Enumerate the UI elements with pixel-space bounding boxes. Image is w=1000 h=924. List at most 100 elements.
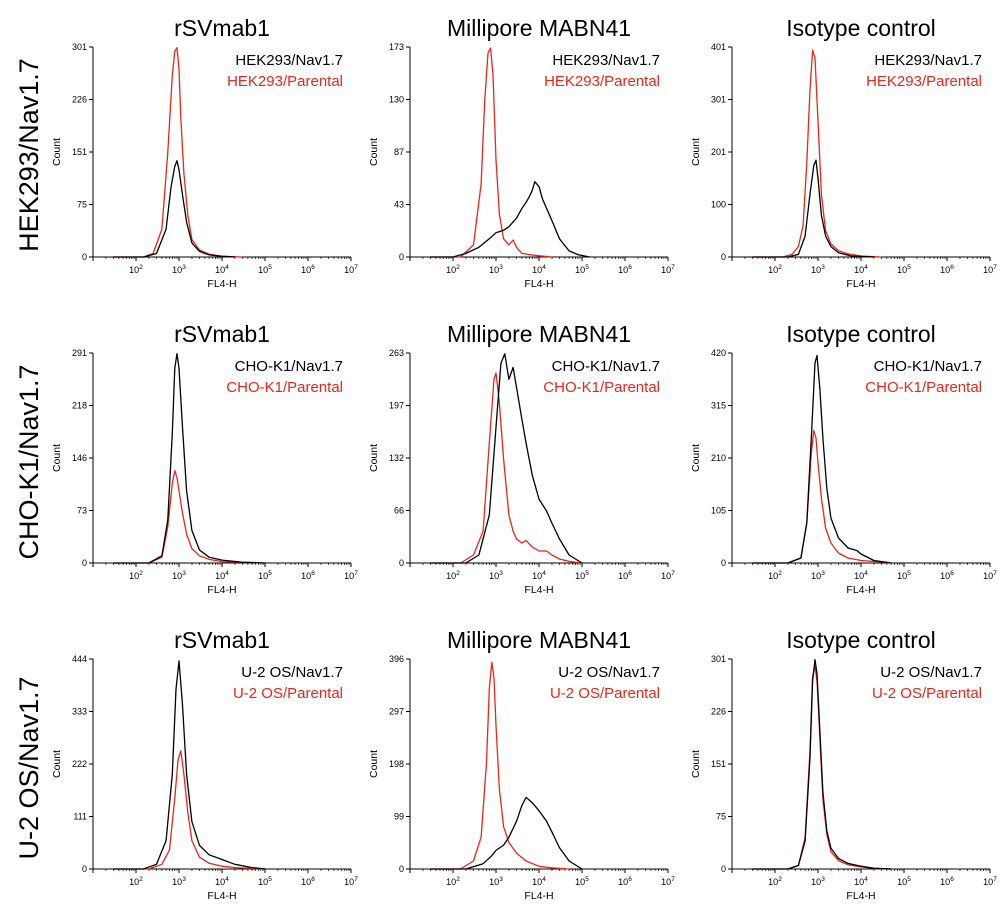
x-tick-label: 106 — [301, 876, 315, 887]
series-line-sample — [113, 660, 266, 870]
x-tick-label: 105 — [897, 570, 911, 581]
x-tick-label: 107 — [983, 264, 997, 275]
panel-title: rSVmab1 — [174, 321, 270, 347]
x-tick-label: 102 — [129, 264, 143, 275]
y-tick-label: 197 — [389, 401, 404, 411]
y-tick-label: 0 — [399, 864, 404, 874]
x-tick-label: 107 — [344, 570, 358, 581]
panel-title: Isotype control — [786, 627, 936, 653]
x-axis-label: FL4-H — [524, 584, 553, 596]
x-axis-label: FL4-H — [207, 278, 236, 290]
x-axis-label: FL4-H — [846, 584, 875, 596]
x-tick-label: 104 — [854, 570, 868, 581]
x-tick-label: 105 — [258, 876, 272, 887]
x-tick-label: 103 — [172, 264, 186, 275]
y-tick-label: 0 — [721, 558, 726, 568]
x-tick-label: 102 — [446, 264, 460, 275]
x-tick-label: 102 — [768, 264, 782, 275]
x-tick-label: 107 — [661, 570, 675, 581]
legend-entry-sample: HEK293/Nav1.7 — [874, 52, 982, 69]
x-axis-label: FL4-H — [207, 584, 236, 596]
panel-title: Millipore MABN41 — [447, 627, 631, 653]
row-label-u2os: U-2 OS/Nav1.7 — [14, 676, 44, 859]
series-line-sample — [752, 354, 892, 564]
x-tick-label: 102 — [446, 876, 460, 887]
x-tick-label: 106 — [618, 264, 632, 275]
y-tick-label: 0 — [399, 252, 404, 262]
histogram-panel-p22: Millipore MABN41 0 66 132 197 263 102 103 104 105… — [368, 321, 675, 596]
panel-title: rSVmab1 — [174, 627, 270, 653]
panel-title: Millipore MABN41 — [447, 321, 631, 347]
histogram-panel-p32: Millipore MABN41 0 99 198 297 396 102 103 104 105… — [368, 627, 675, 902]
histogram-panel-p11: rSVmab1 0 75 151 226 301 102 103 104 105 106 107 FL4… — [51, 15, 358, 290]
legend-entry-sample: U-2 OS/Nav1.7 — [558, 664, 660, 681]
x-tick-label: 106 — [940, 264, 954, 275]
histogram-panel-p13: Isotype control 0 100 201 301 401 102 103 104 105… — [690, 15, 997, 290]
y-tick-label: 218 — [72, 401, 87, 411]
histogram-panel-p33: Isotype control 0 75 151 226 301 102 103 104 105 1… — [690, 627, 997, 902]
y-axis-label: Count — [690, 138, 702, 166]
x-tick-label: 103 — [172, 570, 186, 581]
panel-title: Isotype control — [786, 321, 936, 347]
y-tick-label: 151 — [72, 147, 87, 157]
y-tick-label: 43 — [394, 200, 404, 210]
y-tick-label: 132 — [389, 453, 404, 463]
x-tick-label: 106 — [618, 570, 632, 581]
x-tick-label: 103 — [172, 876, 186, 887]
series-line-sample — [113, 160, 235, 258]
legend-entry-parental: CHO-K1/Parental — [865, 379, 982, 396]
row-label-hek293: HEK293/Nav1.7 — [14, 58, 44, 252]
y-axis-label: Count — [368, 750, 380, 778]
x-tick-label: 103 — [811, 876, 825, 887]
x-tick-label: 105 — [258, 264, 272, 275]
x-tick-label: 102 — [768, 570, 782, 581]
x-tick-label: 103 — [811, 264, 825, 275]
y-tick-label: 173 — [389, 42, 404, 52]
y-tick-label: 420 — [711, 348, 726, 358]
series-line-parental — [752, 429, 892, 564]
y-tick-label: 0 — [82, 864, 87, 874]
y-tick-label: 315 — [711, 401, 726, 411]
y-tick-label: 0 — [399, 558, 404, 568]
series-line-parental — [113, 750, 266, 870]
series-line-parental — [113, 469, 266, 564]
x-tick-label: 107 — [344, 264, 358, 275]
x-tick-label: 107 — [661, 264, 675, 275]
y-tick-label: 226 — [72, 95, 87, 105]
x-tick-label: 103 — [489, 570, 503, 581]
series-line-sample — [430, 796, 583, 870]
y-axis-label: Count — [368, 444, 380, 472]
legend-entry-sample: CHO-K1/Nav1.7 — [235, 358, 343, 375]
row-label-cho-k1: CHO-K1/Nav1.7 — [14, 364, 44, 559]
x-tick-label: 107 — [983, 876, 997, 887]
series-line-parental — [430, 661, 570, 870]
panel-title: Millipore MABN41 — [447, 15, 631, 41]
x-tick-label: 104 — [215, 264, 229, 275]
x-tick-label: 107 — [661, 876, 675, 887]
x-tick-label: 104 — [854, 264, 868, 275]
series-line-sample — [113, 353, 266, 564]
y-axis-label: Count — [51, 138, 63, 166]
legend-entry-parental: U-2 OS/Parental — [550, 685, 660, 702]
x-tick-label: 107 — [983, 570, 997, 581]
x-tick-label: 102 — [129, 876, 143, 887]
y-tick-label: 73 — [77, 506, 87, 516]
x-axis-label: FL4-H — [846, 890, 875, 902]
series-line-sample — [752, 659, 892, 870]
y-tick-label: 297 — [389, 707, 404, 717]
y-tick-label: 100 — [711, 200, 726, 210]
x-tick-label: 102 — [446, 570, 460, 581]
x-axis-label: FL4-H — [524, 890, 553, 902]
y-tick-label: 130 — [389, 95, 404, 105]
y-axis-label: Count — [368, 138, 380, 166]
series-line-parental — [430, 372, 583, 564]
y-tick-label: 333 — [72, 707, 87, 717]
x-tick-label: 103 — [489, 876, 503, 887]
x-tick-label: 102 — [768, 876, 782, 887]
x-tick-label: 103 — [811, 570, 825, 581]
x-tick-label: 104 — [532, 264, 546, 275]
x-tick-label: 106 — [940, 570, 954, 581]
y-tick-label: 0 — [721, 252, 726, 262]
legend-entry-parental: HEK293/Parental — [866, 73, 982, 90]
